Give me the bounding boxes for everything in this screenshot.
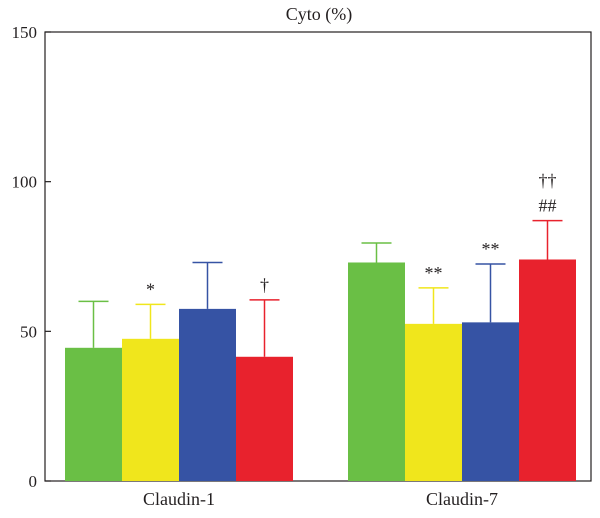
x-category-label: Claudin-1 <box>143 489 215 509</box>
significance-marker: †† <box>539 171 557 191</box>
bar <box>179 308 236 481</box>
y-tick-label: 0 <box>29 472 38 491</box>
significance-marker: ** <box>482 239 500 259</box>
bar <box>462 322 519 481</box>
chart-title: Cyto (%) <box>286 4 353 25</box>
plot-area: 0 50 100 150 * † Claudin-1 ** ** ## †† Claudin-7 <box>12 23 592 509</box>
y-tick-label: 50 <box>20 322 37 341</box>
significance-marker: ** <box>425 263 443 283</box>
bar <box>519 259 576 481</box>
significance-marker: † <box>260 275 269 295</box>
significance-marker: ## <box>539 196 557 216</box>
bar <box>65 347 122 481</box>
bar <box>122 338 179 481</box>
bar <box>236 356 293 481</box>
bar <box>348 262 405 481</box>
y-tick-label: 150 <box>12 23 38 42</box>
significance-marker: * <box>146 279 155 299</box>
y-tick-label: 100 <box>12 173 38 192</box>
plot-frame <box>44 31 592 482</box>
x-category-label: Claudin-7 <box>426 489 498 509</box>
bar <box>405 323 462 481</box>
